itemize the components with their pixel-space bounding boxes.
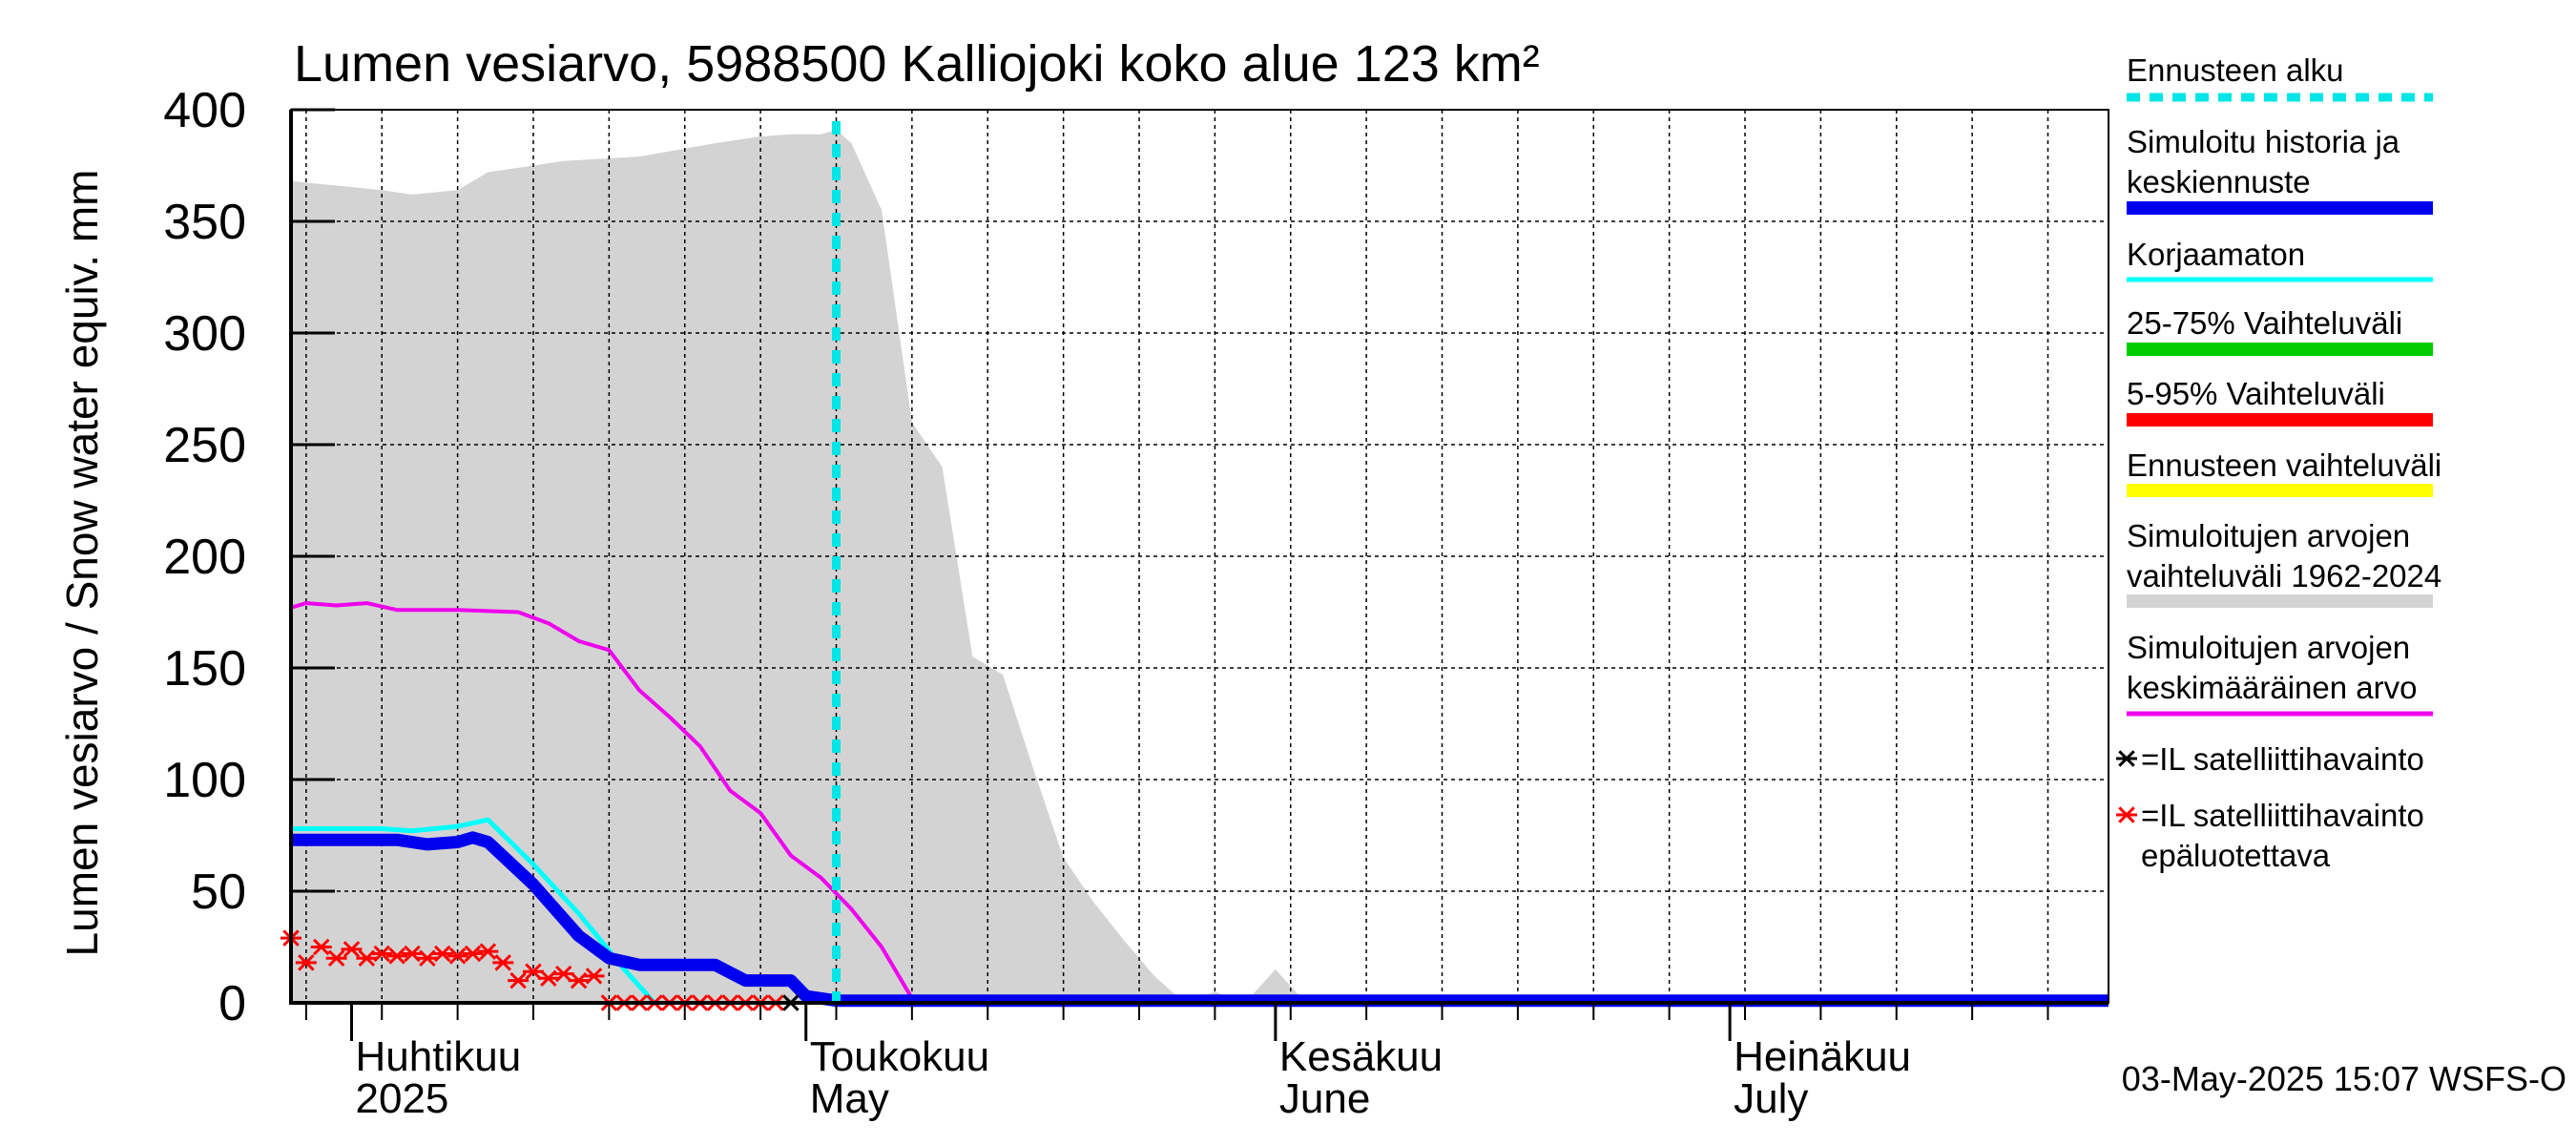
star-stroke [525,963,542,981]
y-tick-label: 300 [163,306,246,362]
legend-item: Korjaamaton [2127,237,2433,282]
legend-label: epäluotettava [2141,838,2331,873]
unreliable-observation [325,949,347,967]
y-tick-labels: 0 50 100 150 200 250 300 350 400 [163,83,246,1031]
unreliable-observation [523,963,544,981]
legend-label: Korjaamaton [2127,237,2305,272]
legend-label: 5-95% Vaihteluväli [2127,376,2385,411]
star-stroke [448,947,467,965]
star-stroke [327,949,345,967]
x-tick-label-secondary: July [1734,1075,1808,1122]
legend-label: keskiennuste [2127,164,2311,199]
chart-title: Lumen vesiarvo, 5988500 Kalliojoki koko … [294,35,1540,93]
y-tick-label: 0 [218,976,246,1031]
legend-label: =IL satelliittihavainto [2141,741,2424,777]
unreliable-observation [386,947,408,965]
unreliable-observation [295,954,317,971]
unreliable-observation [341,941,363,958]
unreliable-observation [371,945,393,963]
star-stroke [312,938,330,956]
timestamp: 03-May-2025 15:07 WSFS-O [2122,1059,2566,1098]
legend-item: Simuloitu historia ja keskiennuste [2127,124,2433,215]
legend-label: Ennusteen alku [2127,52,2344,88]
y-tick-label: 350 [163,195,246,250]
grid-layer [291,109,2109,1003]
simulated-mean-line [291,831,2109,1008]
plot-area [280,108,2109,1041]
legend-marker [2116,750,2137,767]
legend-item: 5-95% Vaihteluväli [2127,376,2433,427]
legend-label: vaihteluväli 1962-2024 [2127,558,2441,593]
legend-label: Simuloitu historia ja [2127,124,2400,159]
unreliable-observation [462,945,484,963]
star-stroke [373,945,391,963]
star-stroke [464,945,482,963]
y-tick-label: 50 [191,864,246,920]
average-line [290,601,2109,1001]
unreliable-observation [508,971,530,989]
x-tick-label-secondary: June [1279,1075,1370,1122]
series-layer [290,121,2109,1008]
legend-item: Simuloitujen arvojen vaihteluväli 1962-20… [2127,518,2441,608]
legend-item: 25-75% Vaihteluväli [2127,305,2433,356]
range-band-area [291,130,2109,1004]
star-stroke [298,954,315,971]
unreliable-observation [552,965,574,983]
legend-item: Ennusteen vaihteluväli [2127,448,2441,497]
y-tick-label: 200 [163,530,246,585]
legend: Ennusteen alku Simuloitu historia ja keski… [2116,52,2441,873]
unreliable-observation [310,938,332,956]
legend-label: Simuloitujen arvojen [2127,630,2410,665]
star-stroke [509,971,527,989]
unreliable-observation [477,943,499,960]
legend-item: Simuloitujen arvojen keskimääräinen arvo [2127,630,2433,717]
legend-label: =IL satelliittihavainto [2141,798,2424,833]
x-tick-label: Huhtikuu [356,1033,522,1080]
star-stroke [2118,750,2135,767]
legend-label: Ennusteen vaihteluväli [2127,448,2441,483]
legend-label: 25-75% Vaihteluväli [2127,305,2402,341]
y-axis-label: Lumen vesiarvo / Snow water equiv. mm [57,170,107,957]
unreliable-observation [583,968,605,985]
range-band-layer [291,130,2109,1004]
star-stroke [494,954,512,971]
y-tick-label: 100 [163,753,246,808]
legend-label: Simuloitujen arvojen [2127,518,2410,553]
star-stroke [343,941,361,958]
x-tick-label: Kesäkuu [1279,1033,1443,1080]
legend-item: Ennusteen alku [2127,52,2433,102]
unreliable-observation [492,954,514,971]
star-stroke [479,943,497,960]
x-tick-label: Toukokuu [810,1033,989,1080]
star-stroke [554,965,572,983]
x-tick-label-secondary: 2025 [356,1075,449,1122]
star-stroke [404,945,421,963]
x-tick-label: Heinäkuu [1734,1033,1911,1080]
legend-marker [2116,806,2137,823]
x-tick-label-secondary: May [810,1075,889,1122]
star-stroke [2118,806,2135,823]
star-stroke [433,945,451,963]
axis-layer [289,108,2109,1041]
legend-item: =IL satelliittihavainto epäluotettava [2116,798,2424,873]
unreliable-observation [431,945,453,963]
star-stroke [388,947,405,965]
star-stroke [585,968,603,985]
legend-label: keskimääräinen arvo [2127,670,2417,705]
y-tick-label: 400 [163,83,246,138]
y-tick-label: 150 [163,641,246,697]
legend-item: =IL satelliittihavainto [2116,741,2424,777]
y-tick-label: 250 [163,418,246,473]
unreliable-observation [447,947,468,965]
